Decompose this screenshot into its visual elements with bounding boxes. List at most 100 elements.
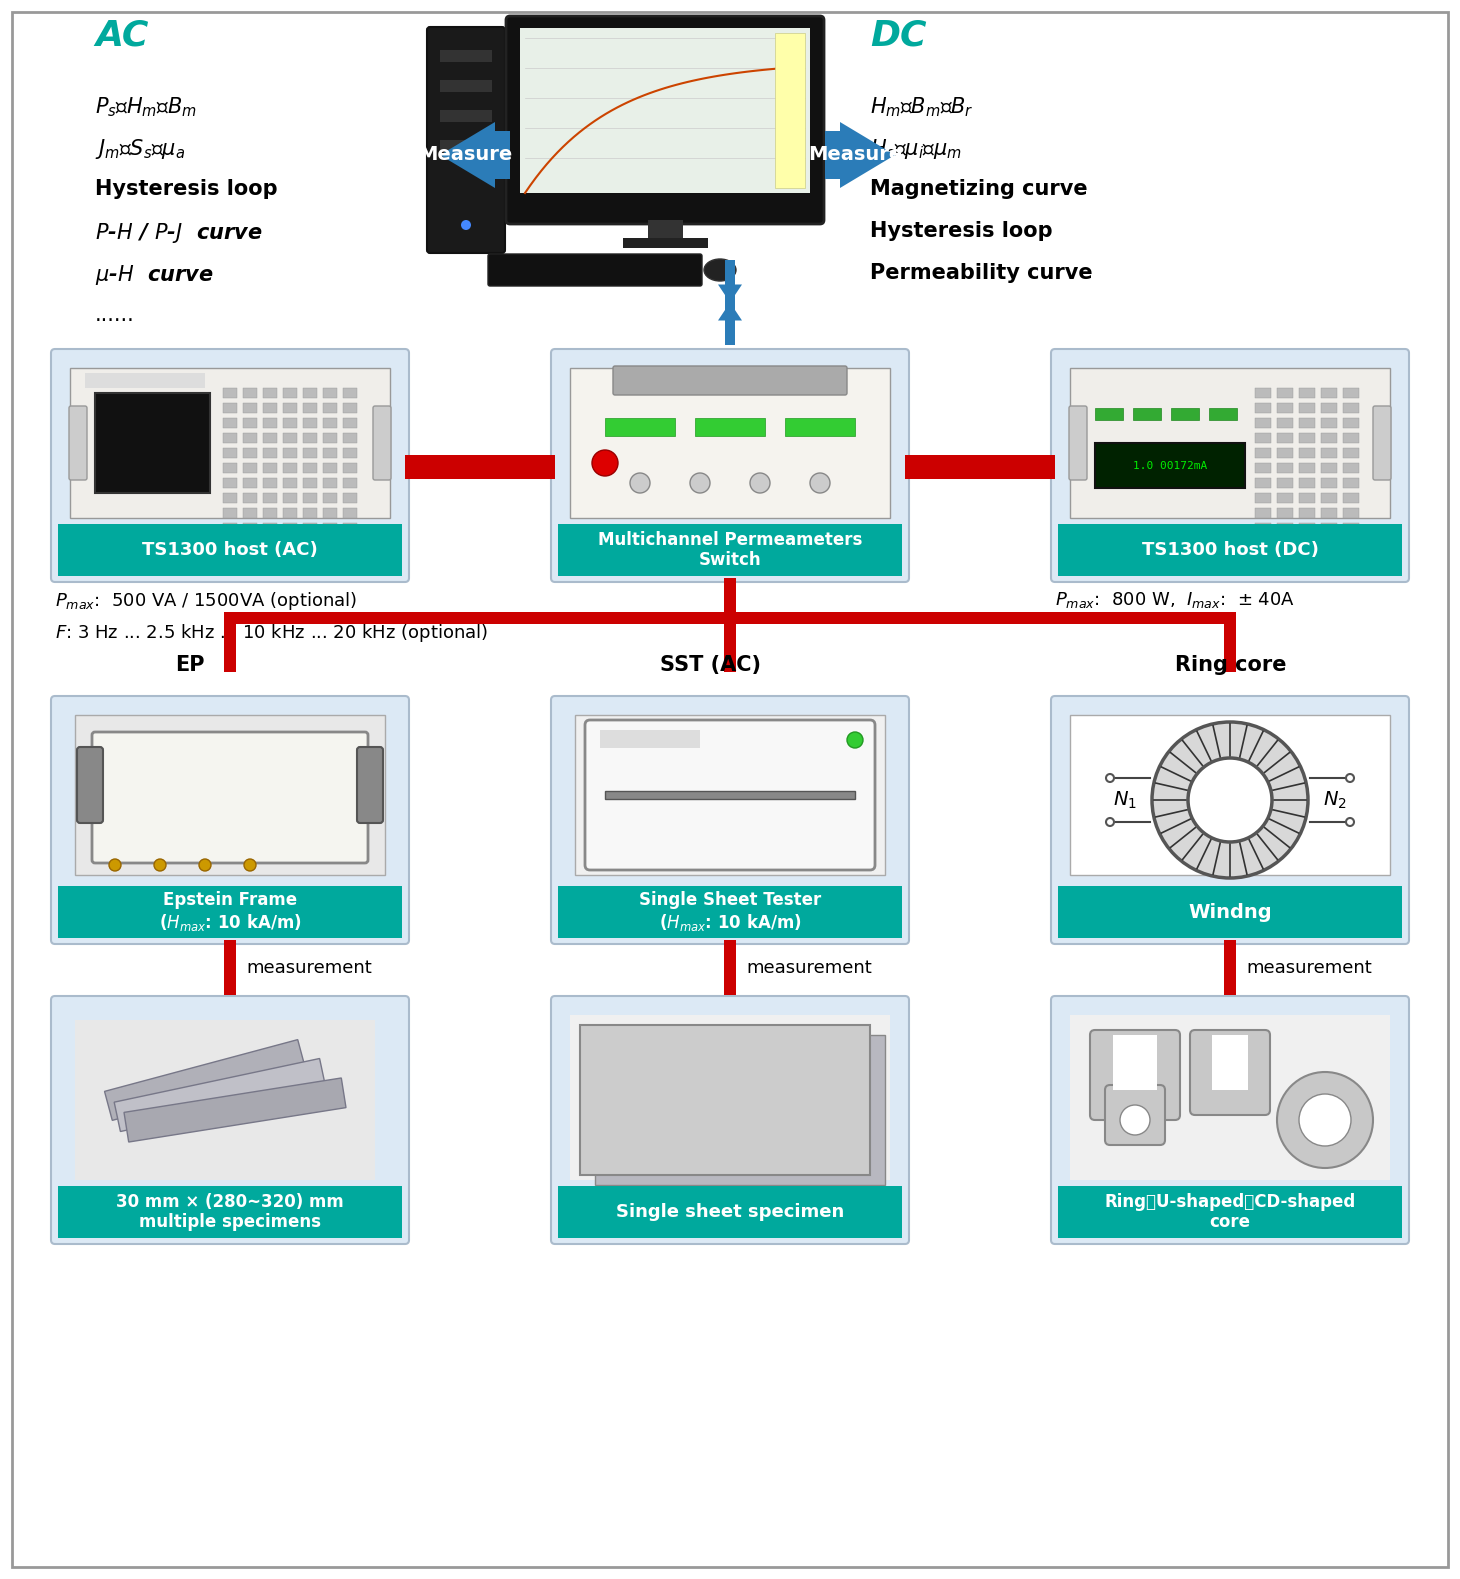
FancyBboxPatch shape xyxy=(69,406,88,480)
FancyBboxPatch shape xyxy=(1051,996,1409,1244)
Bar xyxy=(1299,403,1315,414)
FancyArrow shape xyxy=(718,261,742,303)
Bar xyxy=(263,508,277,518)
Bar xyxy=(343,493,358,504)
Bar xyxy=(263,493,277,504)
Bar xyxy=(1058,1186,1402,1238)
Circle shape xyxy=(1346,774,1353,782)
Bar xyxy=(223,613,237,673)
Bar xyxy=(1278,523,1294,534)
Bar xyxy=(263,478,277,488)
Bar xyxy=(1299,448,1315,458)
Bar xyxy=(1256,523,1272,534)
Bar xyxy=(439,111,492,122)
Polygon shape xyxy=(580,1025,870,1175)
FancyBboxPatch shape xyxy=(77,747,104,823)
Bar xyxy=(604,418,675,436)
FancyBboxPatch shape xyxy=(92,733,368,864)
Text: $H_m$、$B_m$、$B_r$: $H_m$、$B_m$、$B_r$ xyxy=(870,95,974,118)
Polygon shape xyxy=(105,1039,305,1121)
Bar xyxy=(74,1020,375,1180)
Bar xyxy=(575,715,885,875)
Bar xyxy=(242,508,257,518)
Bar xyxy=(223,940,237,995)
Ellipse shape xyxy=(704,259,736,281)
Bar xyxy=(304,388,317,398)
FancyArrow shape xyxy=(825,122,895,188)
Circle shape xyxy=(691,474,710,493)
Bar xyxy=(604,791,856,799)
Circle shape xyxy=(631,474,650,493)
Text: Epstein Frame
($H_{max}$: 10 kA/m): Epstein Frame ($H_{max}$: 10 kA/m) xyxy=(159,891,301,933)
Bar xyxy=(1299,433,1315,444)
FancyBboxPatch shape xyxy=(372,406,391,480)
Bar xyxy=(1343,523,1359,534)
Bar xyxy=(323,433,337,444)
Bar xyxy=(1256,463,1272,474)
FancyBboxPatch shape xyxy=(1069,406,1088,480)
Bar xyxy=(58,1186,402,1238)
Text: Magnetizing curve: Magnetizing curve xyxy=(870,178,1088,199)
Bar xyxy=(1209,407,1237,420)
Text: Hysteresis loop: Hysteresis loop xyxy=(95,178,277,199)
Bar xyxy=(343,463,358,474)
Bar xyxy=(1321,478,1337,488)
Bar xyxy=(283,478,296,488)
Bar xyxy=(223,463,237,474)
Bar xyxy=(242,493,257,504)
Bar xyxy=(323,388,337,398)
Bar xyxy=(304,403,317,414)
Bar xyxy=(242,463,257,474)
Bar xyxy=(223,493,237,504)
Bar xyxy=(1113,1034,1156,1090)
Bar xyxy=(242,418,257,428)
Text: $P_s$、$H_m$、$B_m$: $P_s$、$H_m$、$B_m$ xyxy=(95,95,197,118)
Bar xyxy=(1256,448,1272,458)
Bar xyxy=(74,715,385,875)
Bar xyxy=(283,523,296,534)
Circle shape xyxy=(810,474,829,493)
Bar xyxy=(223,448,237,458)
Bar xyxy=(263,523,277,534)
Bar xyxy=(242,388,257,398)
Bar xyxy=(1256,478,1272,488)
Bar xyxy=(1133,407,1161,420)
Bar xyxy=(283,493,296,504)
Polygon shape xyxy=(596,1034,885,1184)
Bar xyxy=(283,463,296,474)
Text: Windng: Windng xyxy=(1188,903,1272,922)
Bar xyxy=(1343,448,1359,458)
Bar xyxy=(223,418,237,428)
Bar xyxy=(283,433,296,444)
Bar xyxy=(600,729,699,748)
Bar xyxy=(242,523,257,534)
Bar xyxy=(1171,407,1199,420)
Bar xyxy=(1223,613,1237,673)
Text: DC: DC xyxy=(870,17,927,52)
Text: EP: EP xyxy=(175,655,204,674)
Circle shape xyxy=(1278,1072,1372,1168)
Bar xyxy=(263,463,277,474)
Bar xyxy=(1256,508,1272,518)
Bar xyxy=(304,493,317,504)
Bar xyxy=(1343,403,1359,414)
Bar xyxy=(623,238,708,248)
Bar xyxy=(1212,1034,1248,1090)
Bar xyxy=(263,433,277,444)
Bar xyxy=(1321,448,1337,458)
Bar xyxy=(58,524,402,576)
Bar xyxy=(231,613,1229,624)
Bar xyxy=(263,418,277,428)
Text: $H_c$、$\mu_i$、$\mu_m$: $H_c$、$\mu_i$、$\mu_m$ xyxy=(870,137,962,161)
Bar xyxy=(343,433,358,444)
FancyBboxPatch shape xyxy=(550,696,910,944)
Bar xyxy=(1278,448,1294,458)
Text: TS1300 host (AC): TS1300 host (AC) xyxy=(142,542,318,559)
Bar xyxy=(1321,463,1337,474)
Bar xyxy=(1321,388,1337,398)
Text: $P$-$H$ / $P$-$J$  curve: $P$-$H$ / $P$-$J$ curve xyxy=(95,221,263,245)
FancyBboxPatch shape xyxy=(358,747,383,823)
Bar xyxy=(304,478,317,488)
Circle shape xyxy=(1152,722,1308,878)
Bar xyxy=(558,524,902,576)
